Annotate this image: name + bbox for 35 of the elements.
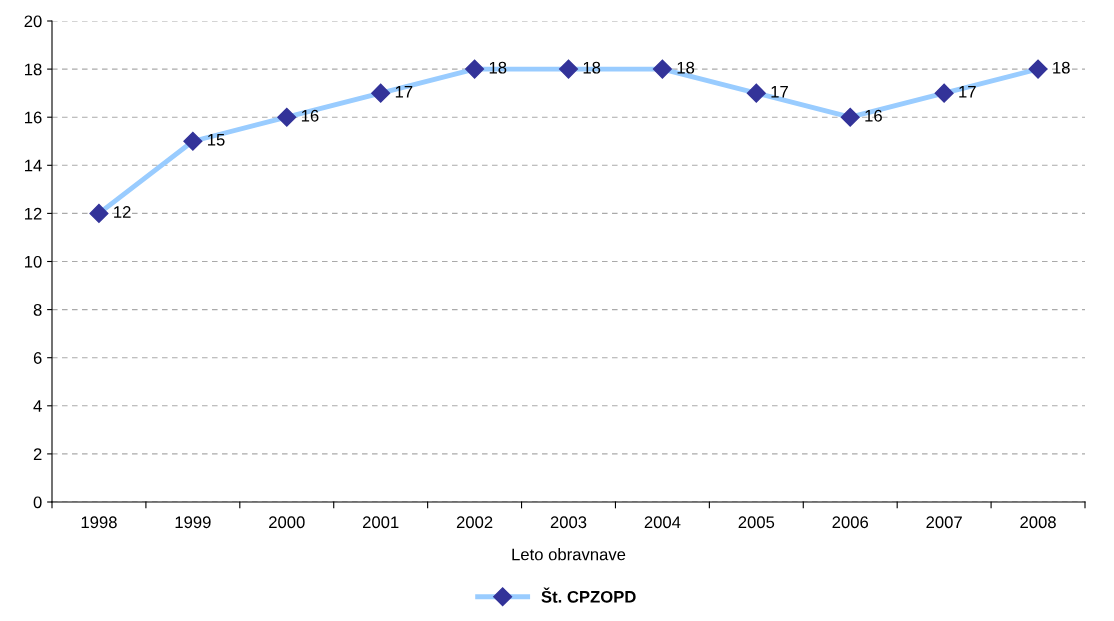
- y-tick-label: 6: [33, 352, 42, 364]
- data-label: 17: [959, 85, 976, 98]
- x-tick-label: 2002: [456, 516, 493, 529]
- data-label: 18: [489, 61, 507, 74]
- x-tick-label: 2001: [362, 516, 399, 529]
- y-tick-label: 8: [33, 304, 42, 316]
- y-tick-label: 4: [33, 400, 42, 412]
- x-tick-label: 2000: [269, 516, 305, 529]
- data-label: 17: [771, 85, 788, 98]
- y-tick-label: 12: [25, 207, 42, 220]
- data-label: 16: [301, 109, 319, 122]
- data-label: 15: [208, 134, 225, 146]
- x-tick-label: 2004: [644, 516, 681, 529]
- data-label: 18: [677, 61, 695, 74]
- x-tick-label: 1998: [81, 516, 117, 529]
- x-axis-title: Leto obravnave: [512, 548, 626, 561]
- data-label: 12: [114, 206, 131, 218]
- x-tick-label: 2008: [1020, 516, 1056, 529]
- data-label: 17: [395, 85, 413, 98]
- x-tick-label: 1999: [175, 516, 211, 529]
- x-tick-label: 2006: [832, 516, 869, 529]
- legend-label: Št. CPZOPD: [541, 587, 636, 603]
- x-tick-label: 2003: [550, 516, 587, 529]
- y-tick-label: 0: [33, 496, 42, 509]
- y-tick-label: 10: [25, 255, 42, 268]
- x-tick-label: 2007: [926, 516, 962, 529]
- y-tick-label: 16: [25, 111, 42, 124]
- y-tick-label: 2: [33, 448, 42, 460]
- y-tick-label: 18: [25, 63, 42, 76]
- data-label: 18: [583, 61, 601, 74]
- y-tick-label: 20: [24, 15, 42, 28]
- y-tick-label: 14: [25, 159, 42, 172]
- data-label: 18: [1053, 61, 1070, 74]
- data-label: 16: [865, 109, 882, 122]
- x-tick-label: 2005: [738, 516, 775, 529]
